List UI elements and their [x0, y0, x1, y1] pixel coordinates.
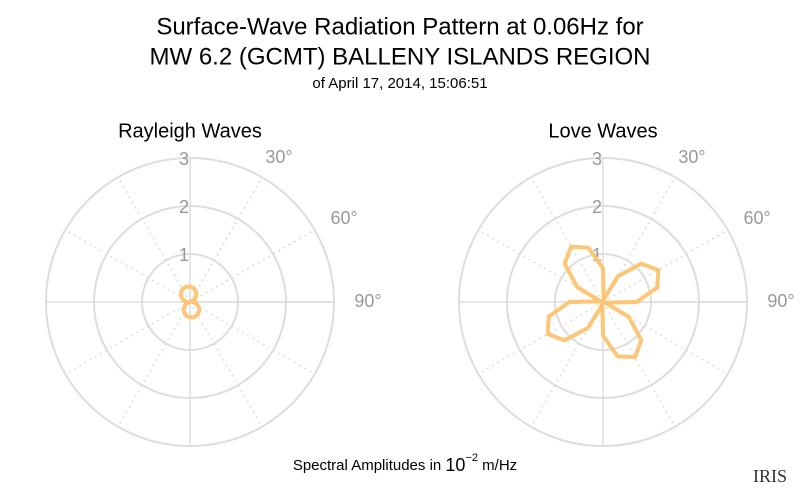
spoke [117, 301, 191, 428]
spoke [189, 301, 316, 375]
spoke [602, 301, 676, 428]
spoke [477, 301, 604, 375]
r-grid-circle [141, 253, 239, 351]
theta-tick-label: 90° [767, 291, 794, 311]
theta-grid-line [602, 229, 729, 303]
r-tick-label: 2 [592, 197, 602, 217]
subtitle: of April 17, 2014, 15:06:51 [312, 75, 487, 92]
spoke [189, 301, 263, 428]
r-grid-circle [45, 157, 335, 447]
chart-title: Rayleigh Waves [118, 120, 262, 142]
theta-tick-label: 60° [744, 208, 771, 228]
theta-tick-label: 30° [678, 147, 705, 167]
pattern-line [178, 284, 202, 320]
r-grid-circle [506, 205, 700, 399]
r-tick-label: 3 [179, 149, 189, 169]
r-tick-label: 2 [179, 197, 189, 217]
footnote: Spectral Amplitudes in 10−2 m/Hz [293, 452, 517, 475]
footnote-exp: −2 [465, 452, 478, 464]
title-line: MW 6.2 (GCMT) BALLENY ISLANDS REGION [150, 43, 651, 70]
r-tick-label: 1 [592, 245, 602, 265]
r-tick-label: 1 [179, 245, 189, 265]
chart-title: Love Waves [548, 120, 657, 142]
spoke [530, 176, 604, 303]
theta-tick-label: 60° [331, 208, 358, 228]
footnote-unit: m/Hz [478, 457, 517, 474]
theta-tick-label: 90° [354, 291, 381, 311]
theta-tick-label: 30° [265, 147, 292, 167]
r-tick-label: 3 [592, 149, 602, 169]
r-grid-circle [458, 157, 748, 447]
spoke [64, 229, 191, 303]
spoke [64, 301, 191, 375]
footnote-base: 10 [445, 455, 465, 475]
logo: IRIS [753, 466, 787, 486]
spoke [117, 176, 191, 303]
theta-grid-line [189, 229, 316, 303]
title-line: Surface-Wave Radiation Pattern at 0.06Hz… [156, 13, 643, 40]
theta-grid-line [189, 176, 263, 303]
footnote-text: Spectral Amplitudes in [293, 457, 446, 474]
r-grid-circle [93, 205, 287, 399]
r-grid-circle [554, 253, 652, 351]
pattern-line [545, 244, 661, 360]
